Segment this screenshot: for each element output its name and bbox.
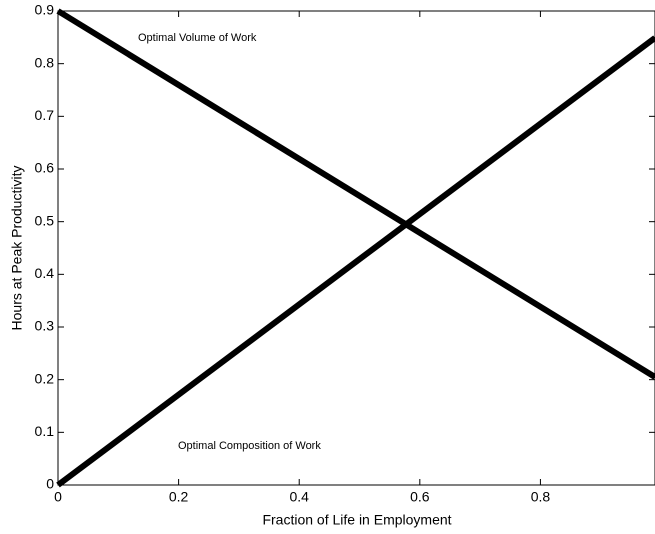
y-tick-label: 0.5: [35, 212, 55, 228]
x-tick-label: 0.4: [289, 489, 309, 505]
x-tick-label: 0.2: [169, 489, 189, 505]
x-axis-label: Fraction of Life in Employment: [262, 512, 451, 528]
x-tick-label: 0.6: [410, 489, 430, 505]
y-tick-label: 0.1: [35, 423, 55, 439]
y-tick-label: 0.2: [35, 370, 55, 386]
y-tick-label: 0: [46, 476, 54, 492]
y-tick-label: 0.4: [35, 265, 55, 281]
x-tick-label: 0: [54, 489, 62, 505]
y-tick-label: 0.9: [35, 2, 55, 18]
x-tick-label: 0.8: [531, 489, 551, 505]
line: [56, 35, 655, 488]
line: [56, 8, 655, 380]
y-tick-label: 0.6: [35, 160, 55, 176]
series-label: Optimal Composition of Work: [178, 440, 321, 452]
y-axis-label: Hours at Peak Productivity: [9, 166, 25, 331]
y-tick-label: 0.3: [35, 318, 55, 334]
series-label: Optimal Volume of Work: [138, 32, 257, 44]
y-tick-label: 0.7: [35, 107, 55, 123]
y-tick-label: 0.8: [35, 54, 55, 70]
plot-frame: [57, 10, 655, 486]
